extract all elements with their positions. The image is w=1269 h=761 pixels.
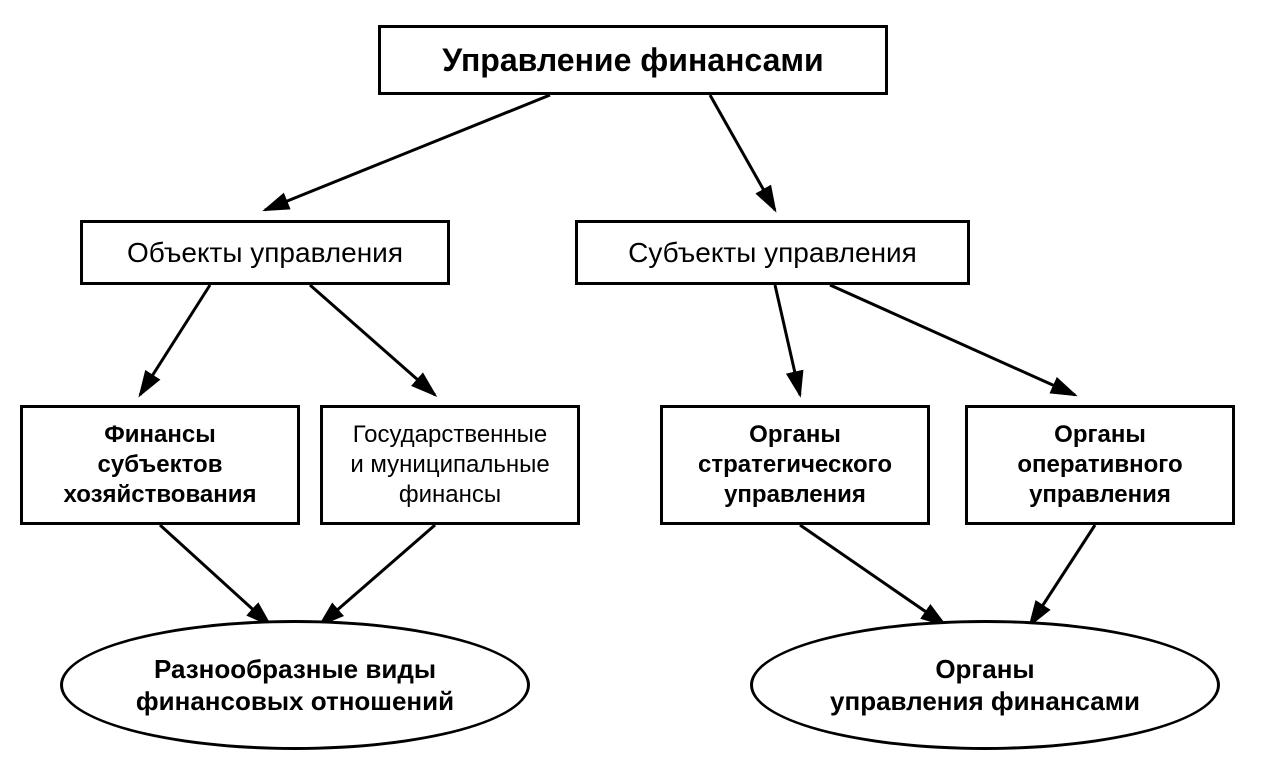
- node-strategic-label: Органы стратегического управления: [698, 420, 892, 510]
- node-diverse-relations-label: Разнообразные виды финансовых отношений: [136, 653, 454, 718]
- node-management-bodies: Органы управления финансами: [750, 620, 1220, 750]
- node-operational: Органы оперативного управления: [965, 405, 1235, 525]
- node-state-municipal-label: Государственные и муниципальные финансы: [350, 420, 549, 510]
- node-state-municipal: Государственные и муниципальные финансы: [320, 405, 580, 525]
- node-strategic: Органы стратегического управления: [660, 405, 930, 525]
- node-finance-subjects-label: Финансы субъектов хозяйствования: [63, 420, 256, 510]
- node-management-bodies-label: Органы управления финансами: [830, 653, 1140, 718]
- node-root-label: Управление финансами: [442, 40, 823, 80]
- node-objects: Объекты управления: [80, 220, 450, 285]
- node-subjects-label: Субъекты управления: [628, 235, 917, 270]
- node-root: Управление финансами: [378, 25, 888, 95]
- node-operational-label: Органы оперативного управления: [1017, 420, 1182, 510]
- node-subjects: Субъекты управления: [575, 220, 970, 285]
- node-finance-subjects: Финансы субъектов хозяйствования: [20, 405, 300, 525]
- node-objects-label: Объекты управления: [127, 235, 403, 270]
- node-diverse-relations: Разнообразные виды финансовых отношений: [60, 620, 530, 750]
